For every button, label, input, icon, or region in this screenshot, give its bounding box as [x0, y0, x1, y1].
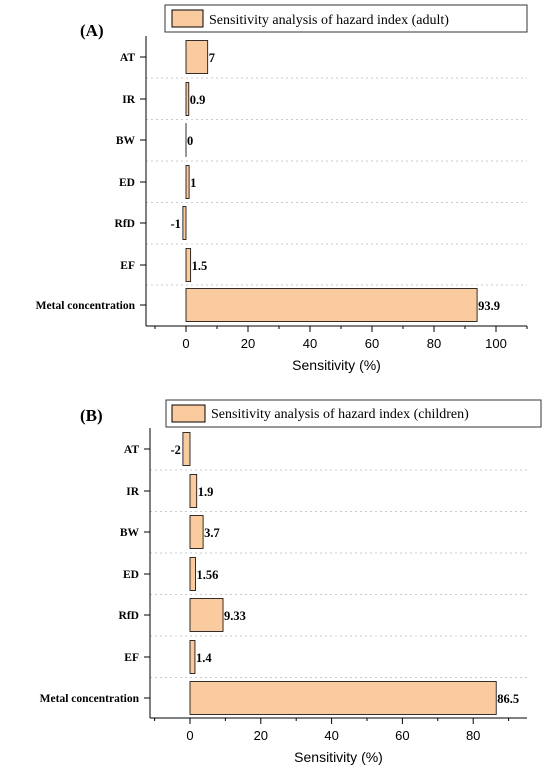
panel-b-value-label: 1.9 [198, 485, 214, 499]
panel-a-bar [185, 82, 190, 116]
panel-a-bar [185, 165, 190, 199]
panel-b-category-label: RfD [119, 610, 139, 622]
panel-a-panel-label: (A) [80, 21, 104, 40]
panel-b-value-label: 86.5 [497, 692, 519, 706]
panel-b-bar [189, 598, 224, 632]
panel-b-category-label: Metal concentration [40, 693, 140, 705]
panel-b-category-label: BW [120, 527, 140, 539]
panel-b-x-tick-label: 0 [186, 728, 193, 743]
panel-b-category-label: ED [123, 569, 139, 581]
panel-a-value-label: -1 [170, 217, 180, 231]
panel-a-category-label: Metal concentration [36, 300, 136, 312]
panel-a-x-tick-label: 0 [182, 336, 189, 351]
panel-b-bar [189, 640, 196, 674]
panel-a-category-label: IR [122, 94, 135, 106]
panel-a-bar [182, 206, 187, 240]
panel-a-value-label: 7 [209, 51, 215, 65]
panel-b-legend-text: Sensitivity analysis of hazard index (ch… [211, 407, 469, 422]
panel-a-bar [185, 288, 478, 322]
panel-a-value-label: 1 [190, 176, 196, 190]
panel-b-x-axis-title: Sensitivity (%) [294, 749, 383, 765]
panel-a-bar [185, 248, 192, 282]
panel-a-legend-text: Sensitivity analysis of hazard index (ad… [209, 13, 449, 28]
panel-b-category-label: AT [124, 444, 139, 456]
panel-a-value-label: 0.9 [190, 93, 206, 107]
panel-b-x-tick-label: 80 [466, 728, 480, 743]
panel-b-value-label: 9.33 [224, 609, 246, 623]
panel-b-category-label: EF [124, 652, 139, 664]
panel-a-x-tick-label: 20 [241, 336, 255, 351]
panel-a-value-label: 1.5 [192, 259, 208, 273]
panel-a-category-label: AT [120, 52, 135, 64]
panel-b-value-label: 3.7 [204, 526, 220, 540]
panel-a-category-label: EF [120, 260, 135, 272]
panel-b-bar [189, 474, 198, 508]
panel-b-value-label: -2 [170, 443, 180, 457]
panel-a-x-tick-label: 80 [427, 336, 441, 351]
panel-b-legend-swatch [171, 404, 206, 423]
panel-a-bar [185, 40, 209, 74]
panel-a-category-label: BW [116, 135, 136, 147]
panel-a-x-axis-title: Sensitivity (%) [292, 357, 381, 373]
panel-b-legend-frame [165, 399, 542, 428]
panel-a-value-label: 0 [187, 134, 193, 148]
panel-b-value-label: 1.4 [196, 651, 212, 665]
panel-a-x-tick-label: 60 [365, 336, 379, 351]
panel-b-x-tick-label: 20 [254, 728, 268, 743]
panel-a-value-label: 93.9 [478, 299, 500, 313]
panel-b-x-tick-label: 40 [324, 728, 338, 743]
panel-b-bar [182, 432, 191, 466]
panel-b-value-label: 1.56 [197, 568, 219, 582]
panel-a-x-tick-label: 100 [485, 336, 507, 351]
panel-a-legend-frame [164, 4, 528, 33]
panel-b-category-label: IR [126, 486, 139, 498]
panel-a-legend-swatch [171, 9, 204, 28]
panel-b-chart: (B) Sensitivity analysis of hazard index … [40, 399, 542, 765]
panel-b-x-tick-label: 60 [395, 728, 409, 743]
panel-a-x-tick-label: 40 [303, 336, 317, 351]
panel-a-category-label: RfD [115, 218, 135, 230]
panel-b-bar [189, 557, 196, 591]
panel-a-category-label: ED [119, 177, 135, 189]
panel-a-chart: (A) Sensitivity analysis of hazard index … [36, 4, 528, 373]
panel-b-bar [189, 681, 497, 715]
panel-b-bar [189, 515, 204, 549]
panel-b-panel-label: (B) [80, 406, 103, 425]
